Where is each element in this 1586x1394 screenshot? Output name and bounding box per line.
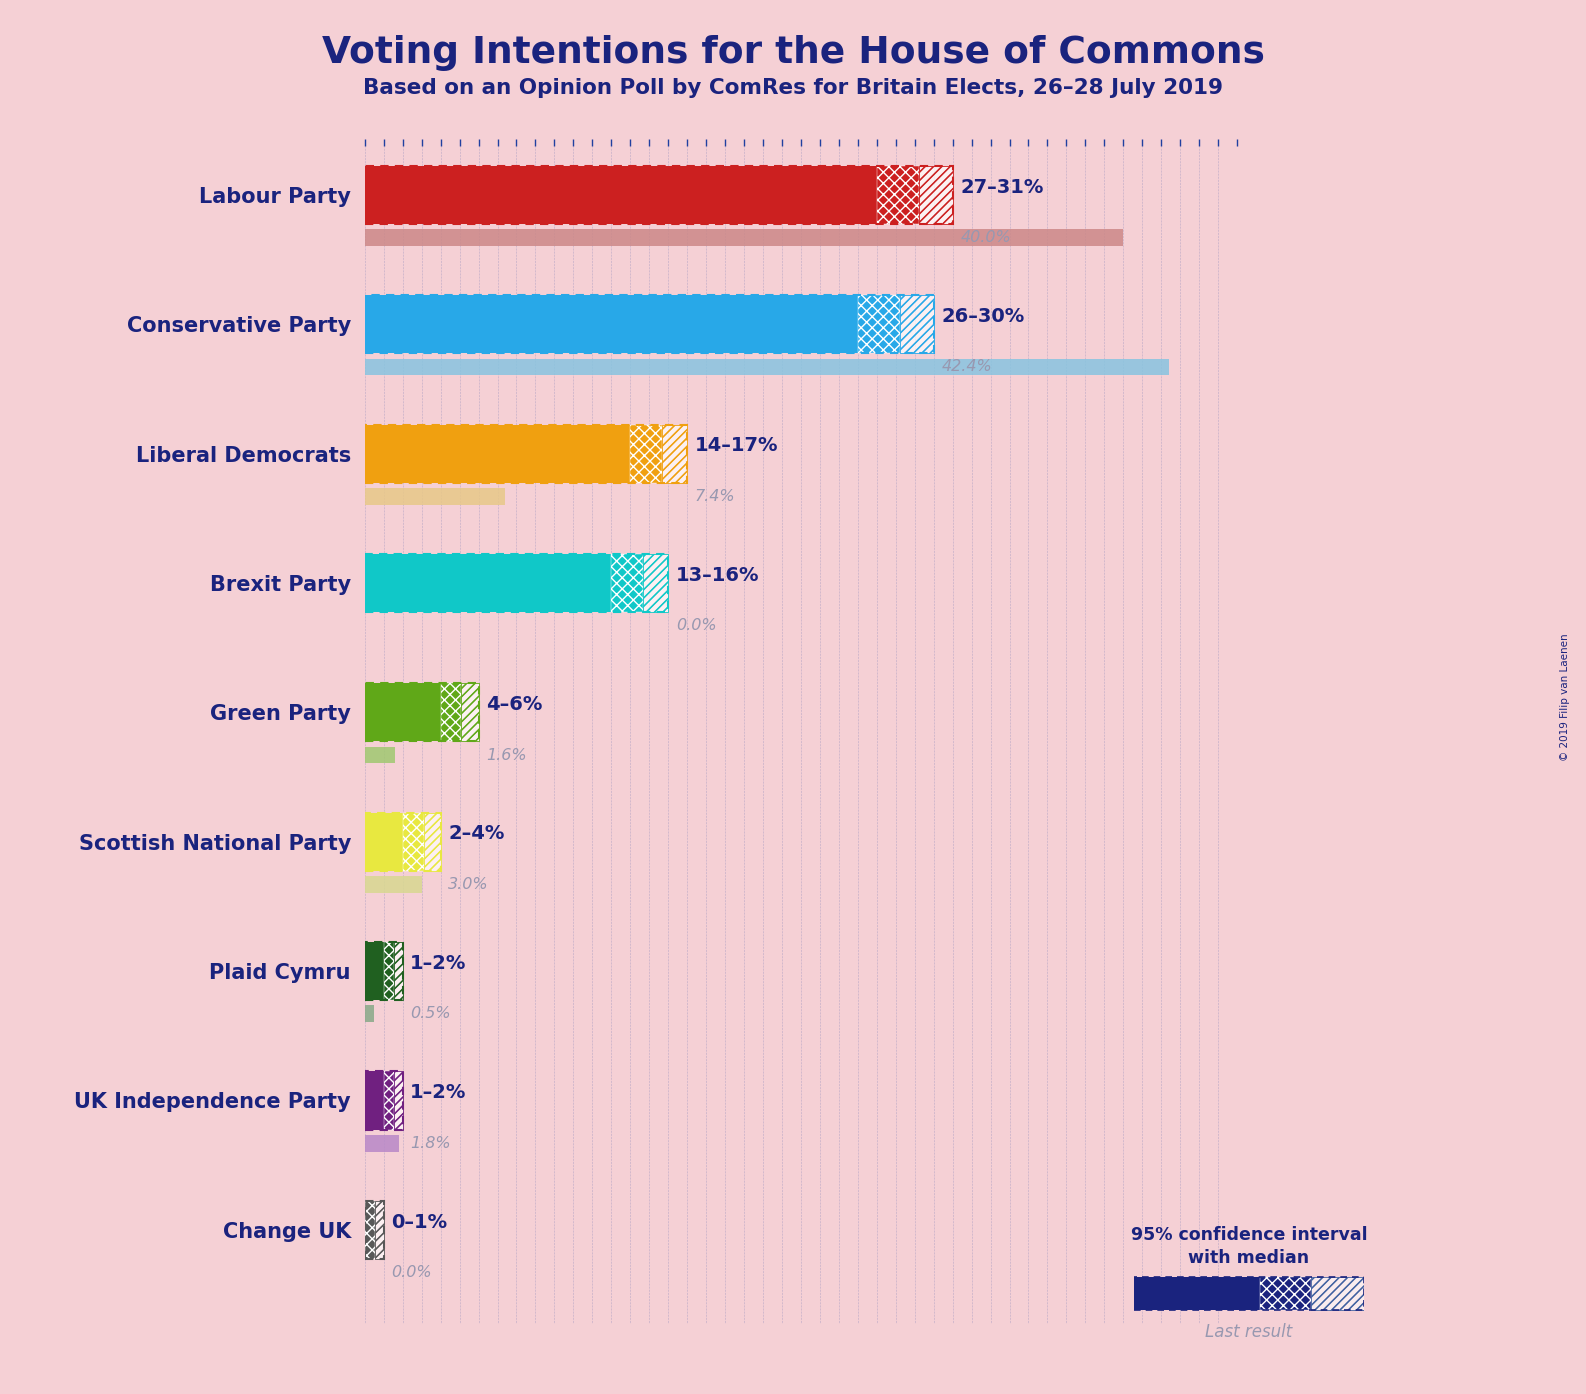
Bar bbox=[423, 813, 441, 871]
Text: 0.0%: 0.0% bbox=[676, 618, 717, 633]
Text: 27–31%: 27–31% bbox=[960, 177, 1044, 197]
Text: 42.4%: 42.4% bbox=[940, 360, 991, 375]
Bar bbox=[365, 813, 403, 871]
Bar bbox=[365, 553, 611, 612]
Bar bbox=[611, 553, 642, 612]
Bar bbox=[365, 553, 668, 612]
Bar bbox=[376, 1200, 384, 1259]
Bar bbox=[365, 296, 934, 353]
Text: Last result: Last result bbox=[1205, 1323, 1293, 1341]
Text: 3.0%: 3.0% bbox=[449, 877, 488, 892]
Text: 1.6%: 1.6% bbox=[487, 747, 527, 763]
Bar bbox=[365, 1135, 400, 1151]
Text: 1–2%: 1–2% bbox=[411, 1083, 466, 1103]
Bar bbox=[899, 296, 934, 353]
Bar bbox=[365, 1072, 403, 1129]
Bar bbox=[661, 425, 687, 482]
Bar bbox=[365, 683, 479, 742]
Text: 13–16%: 13–16% bbox=[676, 566, 760, 584]
Bar bbox=[365, 488, 504, 505]
Bar bbox=[365, 296, 858, 353]
Bar bbox=[365, 942, 384, 1001]
Bar bbox=[661, 425, 687, 482]
Text: 0–1%: 0–1% bbox=[392, 1213, 447, 1231]
Bar bbox=[365, 425, 687, 482]
Text: 7.4%: 7.4% bbox=[695, 489, 736, 503]
Bar bbox=[365, 813, 441, 871]
Bar bbox=[858, 296, 899, 353]
Bar bbox=[462, 683, 479, 742]
Bar bbox=[423, 813, 441, 871]
Bar bbox=[395, 1072, 403, 1129]
Bar bbox=[365, 683, 441, 742]
Bar bbox=[365, 942, 403, 1001]
Bar bbox=[365, 747, 395, 764]
Text: 4–6%: 4–6% bbox=[487, 696, 542, 714]
Bar bbox=[365, 1200, 376, 1259]
Bar bbox=[642, 553, 668, 612]
Bar bbox=[1134, 1277, 1261, 1310]
Bar bbox=[877, 166, 918, 224]
Bar bbox=[365, 1200, 384, 1259]
Bar bbox=[365, 229, 1123, 245]
Bar bbox=[365, 1005, 374, 1022]
Bar bbox=[365, 875, 422, 892]
Bar bbox=[376, 1200, 384, 1259]
Bar bbox=[384, 1072, 395, 1129]
Text: 14–17%: 14–17% bbox=[695, 436, 779, 456]
Text: 0.5%: 0.5% bbox=[411, 1006, 450, 1022]
Bar bbox=[918, 166, 953, 224]
Text: 0.0%: 0.0% bbox=[392, 1264, 431, 1280]
Text: 1.8%: 1.8% bbox=[411, 1136, 450, 1150]
Text: 40.0%: 40.0% bbox=[960, 230, 1010, 245]
Bar bbox=[918, 166, 953, 224]
Text: Voting Intentions for the House of Commons: Voting Intentions for the House of Commo… bbox=[322, 35, 1264, 71]
Bar bbox=[462, 683, 479, 742]
Bar bbox=[642, 553, 668, 612]
Bar bbox=[365, 1072, 384, 1129]
Bar bbox=[365, 166, 877, 224]
Bar bbox=[395, 942, 403, 1001]
Text: 1–2%: 1–2% bbox=[411, 953, 466, 973]
Text: © 2019 Filip van Laenen: © 2019 Filip van Laenen bbox=[1561, 633, 1570, 761]
Text: 26–30%: 26–30% bbox=[940, 307, 1025, 326]
Bar bbox=[365, 358, 1169, 375]
Bar bbox=[1261, 1277, 1312, 1310]
Bar bbox=[365, 425, 630, 482]
Text: 2–4%: 2–4% bbox=[449, 824, 504, 843]
Bar bbox=[1134, 1277, 1364, 1310]
Bar bbox=[1312, 1277, 1364, 1310]
Text: 95% confidence interval
with median: 95% confidence interval with median bbox=[1131, 1225, 1367, 1267]
Bar bbox=[899, 296, 934, 353]
Bar bbox=[630, 425, 661, 482]
Bar bbox=[395, 942, 403, 1001]
Bar bbox=[1312, 1277, 1364, 1310]
Bar bbox=[441, 683, 462, 742]
Bar bbox=[384, 942, 395, 1001]
Text: Based on an Opinion Poll by ComRes for Britain Elects, 26–28 July 2019: Based on an Opinion Poll by ComRes for B… bbox=[363, 78, 1223, 98]
Bar bbox=[395, 1072, 403, 1129]
Bar bbox=[403, 813, 423, 871]
Bar bbox=[365, 166, 953, 224]
